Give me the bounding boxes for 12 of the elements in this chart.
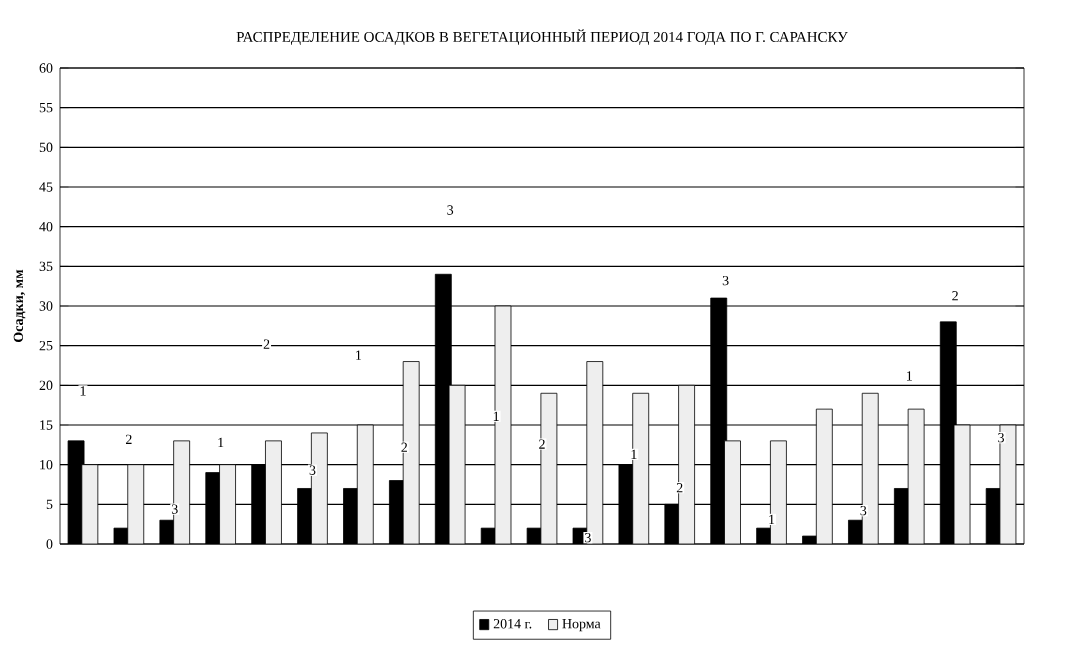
bar <box>586 361 604 544</box>
bar <box>402 361 420 544</box>
bar <box>678 384 695 544</box>
bar <box>219 464 236 544</box>
bar <box>81 464 99 544</box>
bar <box>815 408 833 544</box>
bar <box>861 392 879 544</box>
bar <box>632 392 650 544</box>
bar <box>265 440 282 544</box>
bar <box>724 440 741 544</box>
bar <box>356 424 374 544</box>
bar <box>127 464 145 544</box>
